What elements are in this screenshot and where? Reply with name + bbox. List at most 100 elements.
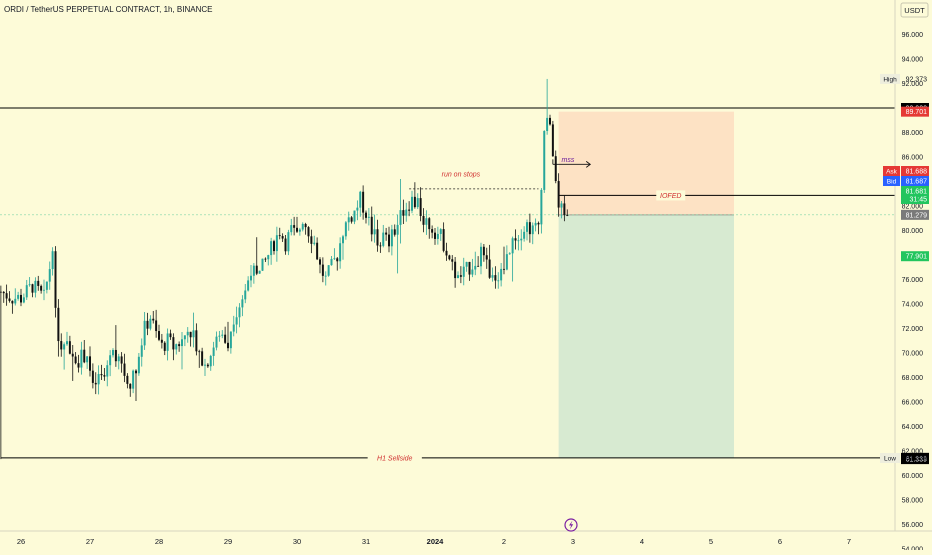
candle	[158, 324, 160, 342]
candle	[500, 262, 503, 287]
candle-body	[247, 280, 250, 291]
candle-body	[422, 216, 425, 225]
candle-body	[350, 217, 353, 222]
take-profit-zone[interactable]	[558, 214, 734, 458]
price-tick-label: 58.000	[902, 498, 924, 505]
replay-lightning-icon[interactable]	[564, 518, 578, 532]
candle	[293, 216, 296, 236]
candle	[284, 235, 287, 255]
candle-body	[250, 275, 252, 281]
price-tick-label: 82.000	[902, 204, 924, 211]
candle-body	[146, 320, 149, 329]
candle	[57, 299, 60, 357]
candle	[287, 229, 290, 256]
candle-body	[508, 253, 511, 255]
candle	[316, 237, 319, 261]
candle	[2, 291, 5, 303]
time-tick-label: 3	[571, 537, 575, 546]
candle-body	[362, 191, 365, 213]
candle-body	[172, 337, 175, 350]
candle	[247, 276, 250, 292]
candle-body	[399, 210, 402, 225]
candle	[376, 219, 379, 252]
currency-button[interactable]: USDT	[900, 2, 929, 18]
h1-sellside-label[interactable]: H1 Sellside	[377, 455, 413, 462]
candle-body	[310, 236, 313, 244]
price-label: 81.688 Ask	[883, 166, 929, 176]
mss-arrow-head-icon[interactable]	[585, 160, 591, 168]
candle	[347, 211, 350, 231]
candle-body	[63, 344, 66, 350]
position-zones[interactable]	[558, 111, 734, 458]
mss-label[interactable]: mss	[562, 157, 575, 164]
candle	[388, 226, 390, 253]
candle	[517, 234, 520, 251]
candle	[321, 257, 324, 283]
price-tick-label: 62.000	[902, 449, 924, 456]
candle-body	[301, 223, 304, 230]
candle	[218, 330, 221, 342]
price-tick-label: 76.000	[902, 277, 924, 284]
price-label-bg	[901, 251, 929, 262]
candle-body	[166, 333, 169, 351]
candle	[422, 208, 425, 233]
candle-body	[77, 363, 80, 368]
candle	[183, 335, 186, 347]
candle-body	[321, 264, 324, 276]
candle-body	[143, 320, 146, 346]
time-tick-label: 31	[362, 537, 370, 546]
candle	[445, 242, 448, 261]
price-tick-label: 96.000	[902, 32, 924, 39]
candle	[198, 349, 201, 368]
candle	[270, 237, 273, 265]
candle-body	[549, 117, 551, 125]
candle-body	[195, 330, 198, 352]
candle-body	[54, 251, 57, 308]
candle	[327, 265, 330, 277]
candle-body	[324, 275, 327, 277]
candle	[546, 78, 549, 135]
candle	[97, 365, 100, 395]
candle	[175, 343, 178, 355]
candle	[20, 288, 22, 307]
candle-body	[402, 210, 405, 216]
candle-body	[28, 284, 31, 286]
candle-body	[385, 232, 388, 235]
candle	[488, 244, 491, 279]
run-on-stops-label[interactable]: run on stops	[442, 172, 481, 179]
annotations[interactable]: run on stops mss IOFED H1 Sellside	[367, 157, 686, 463]
iofed-label[interactable]: IOFED	[660, 193, 681, 200]
price-label-tag-bg	[883, 166, 900, 176]
candle	[560, 200, 563, 219]
candle	[462, 257, 465, 286]
candle-body	[333, 258, 336, 260]
horizontal-lines[interactable]	[0, 107, 895, 459]
time-tick-label: 4	[640, 537, 644, 546]
candle-body	[221, 334, 224, 336]
candle-body	[66, 341, 68, 345]
candle	[120, 352, 123, 373]
price-label: 81.687 Bid	[883, 176, 929, 186]
stop-loss-zone[interactable]	[558, 111, 734, 215]
candle-body	[14, 298, 17, 304]
candle-body	[543, 130, 546, 190]
candle-body	[135, 370, 137, 374]
candle	[91, 363, 94, 389]
candle-body	[160, 339, 163, 343]
candle	[152, 310, 155, 324]
candle	[137, 352, 140, 376]
time-axis[interactable]: 26 27 28 29 30 31 2024 2 3 4 5 6 7	[17, 537, 851, 546]
candle-body	[465, 261, 468, 267]
candle	[169, 329, 172, 340]
price-label-bg	[901, 176, 929, 186]
candle-body	[281, 236, 284, 239]
candle	[163, 341, 166, 356]
candle	[232, 315, 235, 337]
price-label-value: 61.330	[906, 456, 928, 463]
candle	[195, 323, 198, 356]
candle	[149, 315, 152, 331]
price-label-bg	[901, 454, 929, 465]
candle	[390, 224, 393, 256]
